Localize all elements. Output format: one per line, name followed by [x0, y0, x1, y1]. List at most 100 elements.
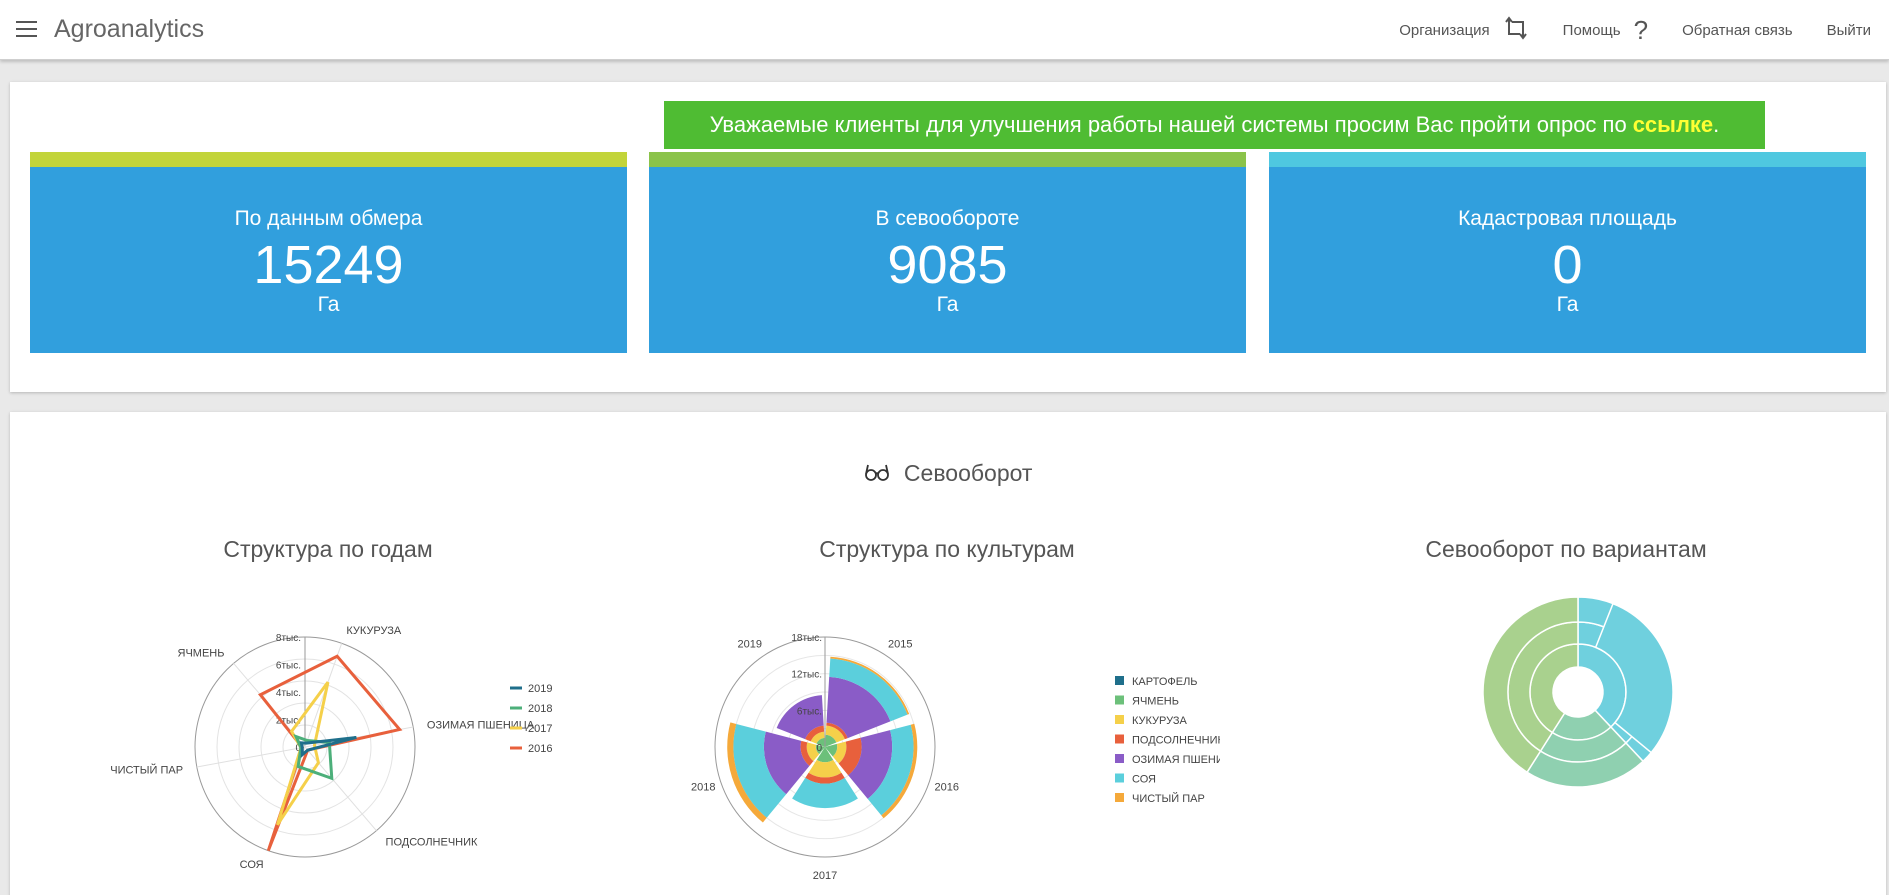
rotation-card: Севооборот Структура по годам Структура … — [10, 412, 1886, 895]
polar-bar-segment — [800, 740, 814, 766]
nav-organization[interactable]: Организация — [1399, 15, 1528, 45]
polar-tick-label: 0 — [816, 743, 822, 754]
polar-bar-segment — [832, 741, 847, 764]
sunburst-chart — [1482, 596, 1674, 788]
sunburst-segment — [1594, 602, 1674, 754]
nav-logout-label: Выйти — [1826, 21, 1871, 39]
stat-value: 9085 — [887, 235, 1008, 295]
polar-legend-swatch — [1115, 734, 1124, 744]
nav-help[interactable]: Помощь ? — [1563, 17, 1648, 43]
polar-legend-swatch — [1115, 754, 1124, 763]
chart-title-crops: Структура по культурам — [819, 536, 1075, 562]
polar-bar-segment — [816, 747, 834, 763]
stat-unit: Га — [936, 293, 959, 316]
survey-banner-suffix: . — [1713, 112, 1720, 137]
question-icon: ? — [1633, 15, 1649, 45]
radar-axis-label: СОЯ — [240, 859, 264, 871]
top-bar: Agroanalytics Организация Помощь ? Обрат… — [0, 0, 1889, 60]
polar-legend-label: КАРТОФЕЛЬ — [1132, 676, 1198, 688]
radar-series-2019 — [299, 735, 357, 759]
stat-unit: Га — [1556, 293, 1579, 316]
stat-label: Кадастровая площадь — [1458, 207, 1677, 230]
nav-feedback[interactable]: Обратная связь — [1682, 22, 1793, 39]
radar-axis-line — [304, 643, 343, 748]
polar-bar-segment — [825, 743, 838, 757]
menu-icon[interactable] — [16, 21, 37, 37]
radar-series-2017 — [276, 681, 330, 826]
app-title: Agroanalytics — [54, 15, 205, 43]
stat-value: 0 — [1552, 235, 1583, 295]
survey-banner: Уважаемые клиенты для улучшения работы н… — [664, 101, 1765, 149]
stat-value: 15249 — [253, 235, 404, 295]
stat-unit: Га — [317, 293, 340, 316]
radar-axis-label: ПОДСОЛНЕЧНИК — [386, 836, 478, 848]
polar-bar-segment — [848, 730, 893, 799]
radar-series-2016 — [258, 654, 403, 852]
radar-legend-label: 2018 — [528, 703, 552, 715]
polar-bar-segment — [825, 725, 845, 743]
polar-year-label: 2017 — [813, 870, 837, 882]
polar-bar-segment — [792, 777, 858, 809]
radar-tick-label: 2тыс. — [276, 716, 301, 727]
polar-bar-segment — [808, 759, 842, 778]
polar-bar-segment — [838, 737, 862, 776]
polar-bar-segment — [826, 676, 891, 739]
polar-year-label: 2018 — [691, 782, 715, 794]
polar-bar-segment — [826, 722, 848, 740]
chart-title-years: Структура по годам — [223, 536, 433, 562]
polar-legend-swatch — [1115, 793, 1124, 802]
polar-bar-chart: 2015 2016 2017 2018 2019 0 6тыс. 12тыс. 18тыс. КА… — [691, 633, 1220, 882]
stat-label: По данным обмера — [234, 207, 423, 230]
radar-axis-label: КУКУРУЗА — [346, 625, 402, 637]
stat-label: В севообороте — [875, 207, 1020, 230]
sync-arrows-icon — [1503, 15, 1529, 45]
sunburst-segment — [1482, 596, 1579, 774]
nav-logout[interactable]: Выйти — [1827, 22, 1871, 39]
polar-bar-segment — [810, 731, 825, 744]
polar-legend-swatch — [1115, 715, 1124, 724]
nav-feedback-label: Обратная связь — [1682, 21, 1793, 39]
radar-tick-label: 8тыс. — [276, 633, 301, 644]
nav-organization-label: Организация — [1399, 21, 1490, 39]
chart-title-variants: Севооборот по вариантам — [1425, 536, 1707, 562]
polar-bar-segment — [763, 731, 810, 795]
polar-bar-segment — [881, 723, 918, 819]
polar-legend-label: ЯЧМЕНЬ — [1132, 696, 1179, 708]
radar-tick-label: 6тыс. — [276, 661, 301, 672]
section-title: Севооборот — [10, 460, 1886, 488]
stat-cadastral: Кадастровая площадь 0 Га — [1269, 152, 1866, 353]
stat-measured: По данным обмера 15249 Га — [30, 152, 627, 353]
polar-year-label: 2019 — [738, 638, 762, 650]
polar-tick-label: 18тыс. — [791, 633, 822, 644]
polar-legend-swatch — [1115, 695, 1124, 705]
polar-legend-swatch — [1115, 773, 1124, 783]
polar-bar-segment — [815, 744, 825, 755]
nav-help-label: Помощь — [1562, 21, 1621, 39]
polar-legend-label: ЧИСТЫЙ ПАР — [1132, 792, 1205, 805]
radar-series-2018 — [293, 733, 334, 781]
polar-bar-segment — [733, 723, 787, 818]
polar-bar-segment — [825, 734, 837, 747]
polar-bar-segment — [805, 772, 845, 784]
stat-rotation: В севообороте 9085 Га — [649, 152, 1246, 353]
radar-legend-label: 2016 — [528, 743, 552, 755]
polar-legend-label: СОЯ — [1132, 774, 1156, 786]
polar-legend-swatch — [1115, 676, 1124, 685]
survey-link[interactable]: ссылке — [1632, 112, 1714, 137]
summary-card: По данным обмера 15249 Га В севообороте … — [10, 82, 1886, 392]
radar-tick-label: 4тыс. — [276, 688, 301, 699]
polar-bar-segment — [816, 737, 825, 747]
polar-bar-segment — [727, 722, 767, 823]
glasses-icon — [864, 461, 890, 488]
polar-legend-label: ОЗИМАЯ ПШЕНИЦА — [1132, 754, 1220, 766]
polar-bar-segment — [776, 695, 824, 740]
radar-axis-line — [196, 746, 306, 768]
top-nav: Организация Помощь ? Обратная связь Выйт… — [1399, 0, 1889, 60]
polar-year-label: 2015 — [888, 638, 912, 650]
stat-accent — [1269, 152, 1866, 167]
polar-legend-label: КУКУРУЗА — [1132, 715, 1188, 727]
radar-axis-label: ЯЧМЕНЬ — [178, 648, 225, 660]
polar-bar-segment — [867, 724, 914, 816]
radar-legend-label: 2019 — [528, 683, 552, 695]
polar-year-label: 2016 — [934, 782, 958, 794]
